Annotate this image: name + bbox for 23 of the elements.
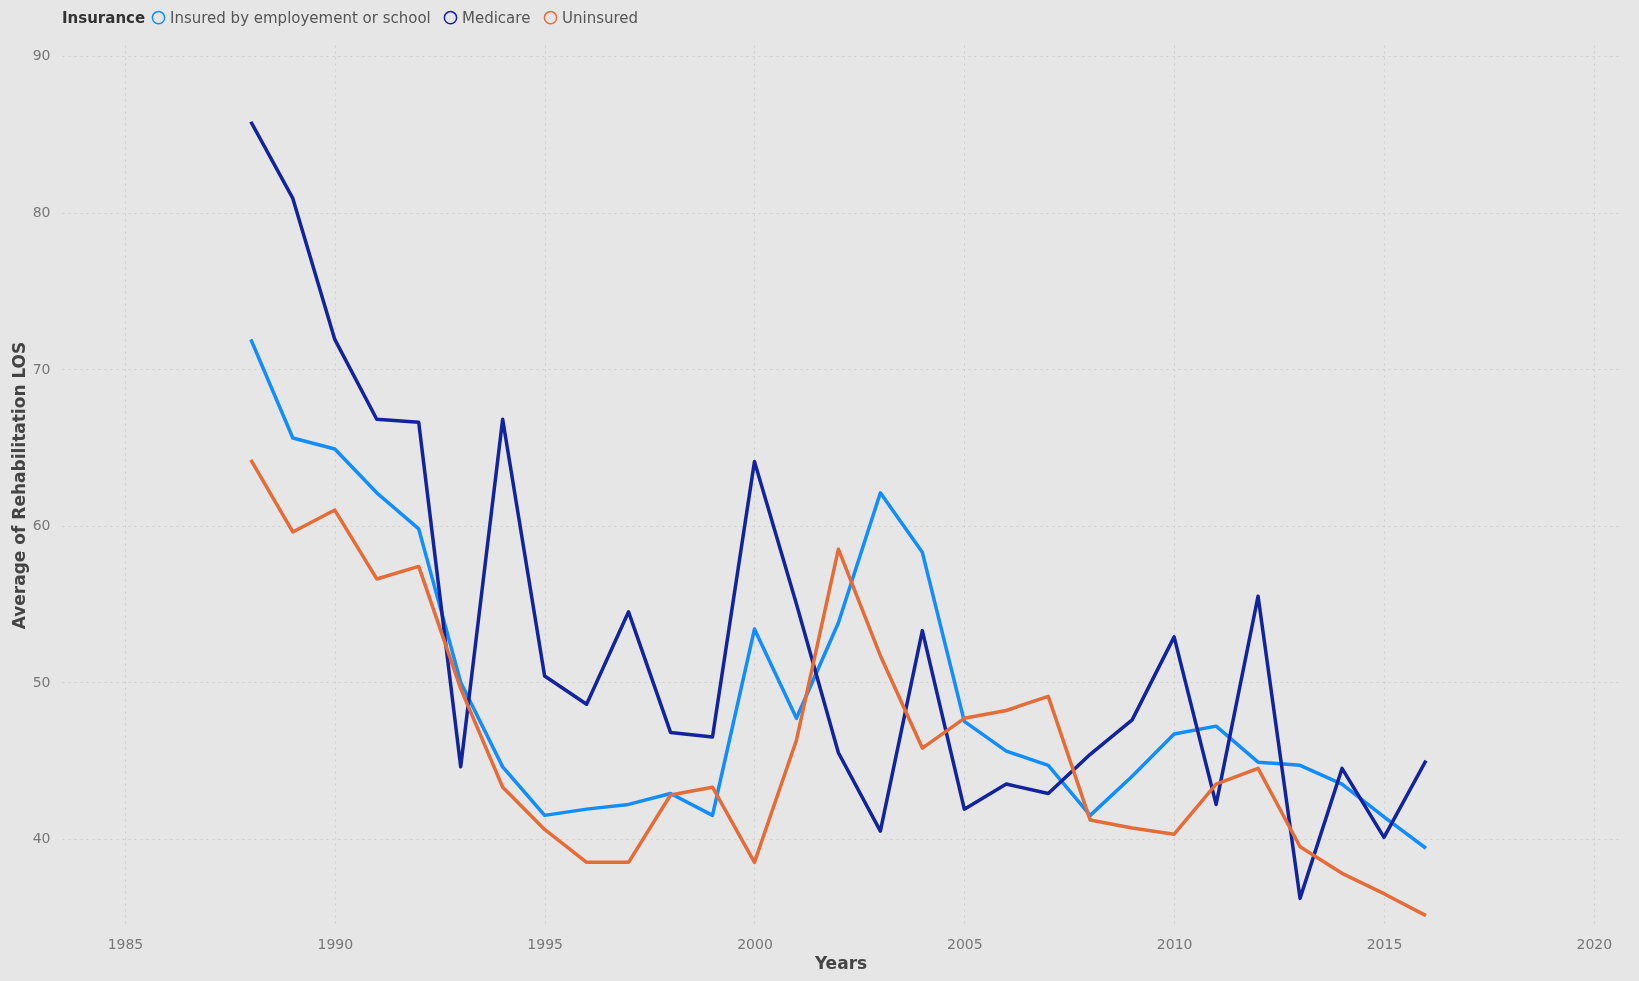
y-tick-label: 50 bbox=[32, 673, 51, 690]
legend-label: Uninsured bbox=[562, 8, 639, 27]
x-tick-label: 1990 bbox=[317, 935, 354, 952]
x-tick-label: 2015 bbox=[1366, 935, 1403, 952]
y-tick-label: 90 bbox=[32, 47, 51, 64]
x-tick-label: 1995 bbox=[527, 935, 563, 952]
line-series bbox=[249, 337, 1428, 851]
y-axis-title: Average of Rehabilitation LOS bbox=[8, 341, 29, 630]
x-tick-label: 1985 bbox=[107, 935, 144, 952]
legend-label: Medicare bbox=[462, 8, 531, 27]
x-tick-label: 2005 bbox=[946, 935, 983, 952]
x-tick-label: 2000 bbox=[737, 935, 773, 952]
y-tick-label: 60 bbox=[32, 517, 51, 534]
y-tick-label: 70 bbox=[32, 360, 51, 377]
y-tick-label: 80 bbox=[32, 204, 51, 221]
x-tick-label: 2010 bbox=[1156, 935, 1193, 952]
line-series bbox=[249, 119, 1428, 901]
legend-label: Insured by employement or school bbox=[170, 8, 431, 27]
legend-title: Insurance bbox=[62, 9, 146, 27]
line-series bbox=[249, 458, 1428, 918]
x-axis-title: Years bbox=[813, 952, 868, 973]
y-tick-label: 40 bbox=[32, 830, 51, 847]
x-tick-label: 2020 bbox=[1576, 935, 1613, 952]
